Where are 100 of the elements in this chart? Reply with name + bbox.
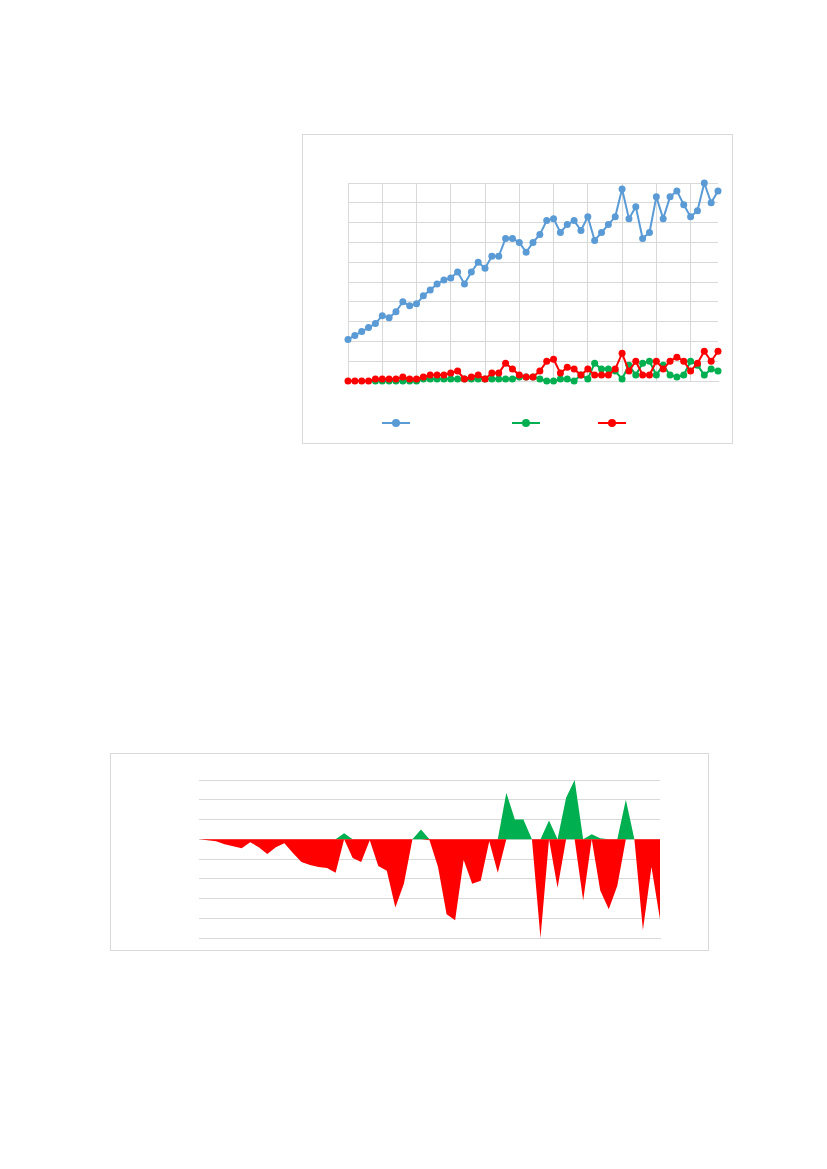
point <box>570 217 578 225</box>
point <box>618 185 626 193</box>
point <box>591 359 599 367</box>
point <box>543 357 551 365</box>
point <box>495 369 503 377</box>
point <box>488 369 496 377</box>
point <box>426 286 434 294</box>
point <box>522 248 530 256</box>
point <box>632 371 640 379</box>
point <box>680 201 688 209</box>
point <box>604 365 612 373</box>
point <box>563 363 571 371</box>
point <box>371 320 379 328</box>
point <box>556 229 564 236</box>
point <box>693 207 701 215</box>
point <box>687 357 695 365</box>
point <box>584 365 592 373</box>
point <box>365 377 373 385</box>
point <box>508 365 516 373</box>
point <box>598 371 606 379</box>
point <box>433 280 441 288</box>
point <box>707 365 715 373</box>
point <box>714 367 722 375</box>
point <box>502 375 510 383</box>
point <box>344 335 352 343</box>
point <box>481 264 489 272</box>
point <box>639 359 647 367</box>
point <box>543 217 551 225</box>
point <box>666 193 674 201</box>
point <box>502 234 510 242</box>
point <box>700 347 708 355</box>
point <box>495 252 503 260</box>
point <box>577 227 585 235</box>
point <box>474 371 482 379</box>
point <box>584 375 592 383</box>
point <box>536 230 544 238</box>
point <box>645 357 653 365</box>
point <box>508 375 516 383</box>
point <box>645 371 653 379</box>
point <box>604 371 612 379</box>
point <box>625 367 633 375</box>
point <box>447 274 455 282</box>
point <box>604 221 612 229</box>
point <box>556 375 564 383</box>
point <box>652 357 660 365</box>
point <box>680 357 688 365</box>
point <box>365 324 373 332</box>
point <box>680 371 688 379</box>
point <box>440 371 448 379</box>
point <box>707 199 715 207</box>
point <box>563 221 571 229</box>
point <box>378 312 386 320</box>
point <box>454 268 462 276</box>
point <box>611 213 619 221</box>
point <box>598 229 606 236</box>
point <box>591 371 599 379</box>
point <box>618 375 626 383</box>
point <box>570 377 578 385</box>
point <box>488 252 496 260</box>
point <box>426 371 434 379</box>
point <box>508 234 516 242</box>
point <box>440 276 448 284</box>
point <box>351 331 359 339</box>
point <box>351 377 359 385</box>
point <box>673 187 681 195</box>
point <box>550 355 558 363</box>
point <box>584 213 592 221</box>
point <box>495 375 503 383</box>
point <box>529 238 537 246</box>
point <box>536 367 544 375</box>
point <box>563 375 571 383</box>
point <box>399 373 407 381</box>
point <box>385 314 393 322</box>
point <box>632 357 640 365</box>
point <box>460 280 468 288</box>
point <box>392 308 400 316</box>
point <box>707 357 715 365</box>
point <box>645 229 653 236</box>
point <box>652 193 660 201</box>
point <box>447 375 455 383</box>
point <box>543 377 551 385</box>
point <box>659 215 667 223</box>
point <box>406 302 414 310</box>
point <box>454 367 462 375</box>
point <box>591 236 599 244</box>
point <box>666 357 674 365</box>
point <box>639 371 647 379</box>
point <box>666 371 674 379</box>
point <box>700 371 708 379</box>
point <box>467 268 475 276</box>
point <box>570 365 578 373</box>
point <box>659 365 667 373</box>
point <box>536 375 544 383</box>
point <box>618 349 626 357</box>
point <box>488 375 496 383</box>
point <box>399 298 407 306</box>
point <box>447 369 455 377</box>
point <box>556 369 564 377</box>
point <box>673 353 681 361</box>
point <box>358 377 366 385</box>
